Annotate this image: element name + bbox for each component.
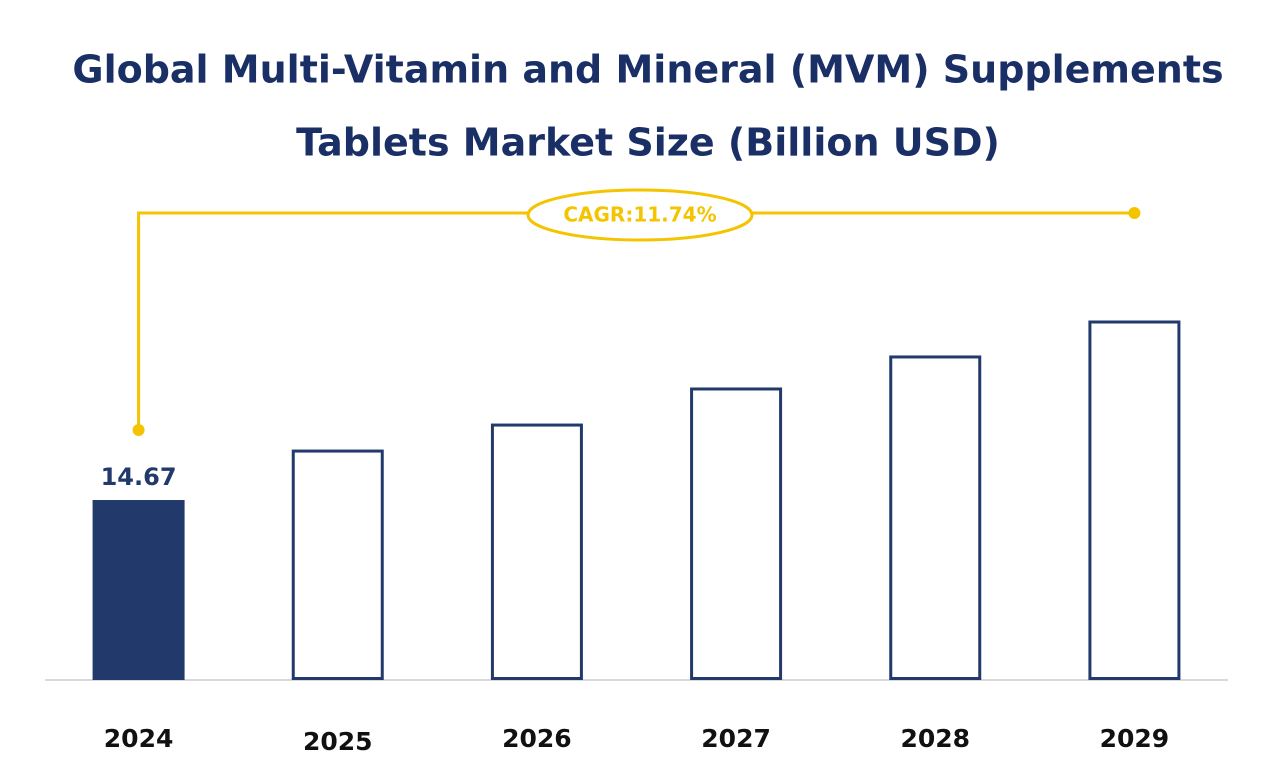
x-tick-label: 2025 <box>303 727 373 756</box>
bar <box>889 355 982 680</box>
cagr-badge <box>526 188 754 242</box>
bar <box>291 449 384 681</box>
value-label: 14.67 <box>101 463 177 491</box>
chart-title: Tablets Market Size (Billion USD) <box>296 121 1000 165</box>
cagr-dot <box>132 424 145 437</box>
x-tick-label: 2029 <box>1100 724 1170 753</box>
bar <box>1088 320 1181 680</box>
x-tick-label: 2024 <box>104 724 174 753</box>
bar <box>92 500 185 680</box>
cagr-label: CAGR:11.74% <box>563 203 716 227</box>
cagr-dot <box>1128 207 1141 219</box>
bar <box>690 387 783 680</box>
x-tick-label: 2028 <box>900 724 970 753</box>
x-tick-label: 2026 <box>502 724 572 753</box>
bar <box>490 423 583 680</box>
x-tick-label: 2027 <box>701 724 771 753</box>
chart-title: Global Multi-Vitamin and Mineral (MVM) S… <box>72 48 1223 92</box>
cagr-line <box>137 211 1135 431</box>
